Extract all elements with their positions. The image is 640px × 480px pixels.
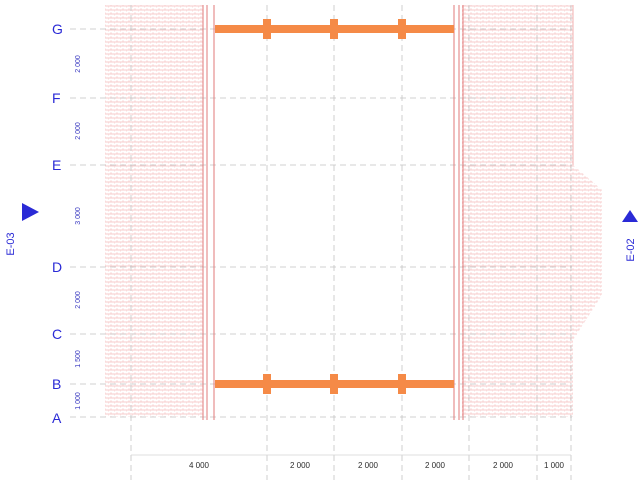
grid-label-a[interactable]: A — [52, 410, 62, 426]
dim-v-c-b: 1 500 — [75, 350, 82, 368]
dim-v-f-e: 2 000 — [75, 122, 82, 140]
grid-label-g[interactable]: G — [52, 21, 63, 37]
dim-h-6: 1 000 — [544, 461, 565, 470]
dim-v-e-d: 3 000 — [75, 207, 82, 225]
dim-h-3: 2 000 — [358, 461, 379, 470]
beam-top-post-2 — [330, 19, 338, 39]
dim-v-b-a: 1 000 — [75, 392, 82, 410]
triangle-up-icon — [622, 210, 638, 222]
grid-row-labels: G F E D C B A — [52, 21, 63, 426]
dim-h-5: 2 000 — [493, 461, 514, 470]
elevation-marker-left[interactable]: E-03 — [5, 203, 39, 256]
triangle-right-icon — [22, 203, 39, 221]
grid-label-f[interactable]: F — [52, 90, 61, 106]
dim-h-4: 2 000 — [425, 461, 446, 470]
hatch-region-right — [462, 5, 602, 417]
dimension-line-bottom: 4 000 2 000 2 000 2 000 2 000 1 000 — [131, 454, 571, 470]
grid-label-d[interactable]: D — [52, 259, 62, 275]
beam-top-post-1 — [263, 19, 271, 39]
beam-bottom-post-1 — [263, 374, 271, 394]
vertical-gridlines — [130, 5, 572, 480]
beam-top[interactable] — [215, 19, 454, 39]
beam-top-post-3 — [398, 19, 406, 39]
dim-v-g-f: 2 000 — [75, 55, 82, 73]
beam-bottom[interactable] — [215, 374, 454, 394]
elevation-label-left: E-03 — [5, 232, 17, 255]
dim-h-1: 4 000 — [189, 461, 210, 470]
beam-bottom-post-2 — [330, 374, 338, 394]
hatch-region-left — [105, 5, 203, 417]
grid-label-b[interactable]: B — [52, 376, 61, 392]
elevation-marker-right[interactable]: E-02 — [622, 210, 638, 262]
dim-h-2: 2 000 — [290, 461, 311, 470]
elevation-label-right: E-02 — [625, 238, 637, 261]
vertical-dimensions: 2 000 2 000 3 000 2 000 1 500 1 000 — [75, 55, 82, 410]
dim-v-d-c: 2 000 — [75, 291, 82, 309]
beam-bottom-post-3 — [398, 374, 406, 394]
grid-label-e[interactable]: E — [52, 157, 61, 173]
wall-lines — [202, 5, 574, 420]
grid-label-c[interactable]: C — [52, 326, 62, 342]
